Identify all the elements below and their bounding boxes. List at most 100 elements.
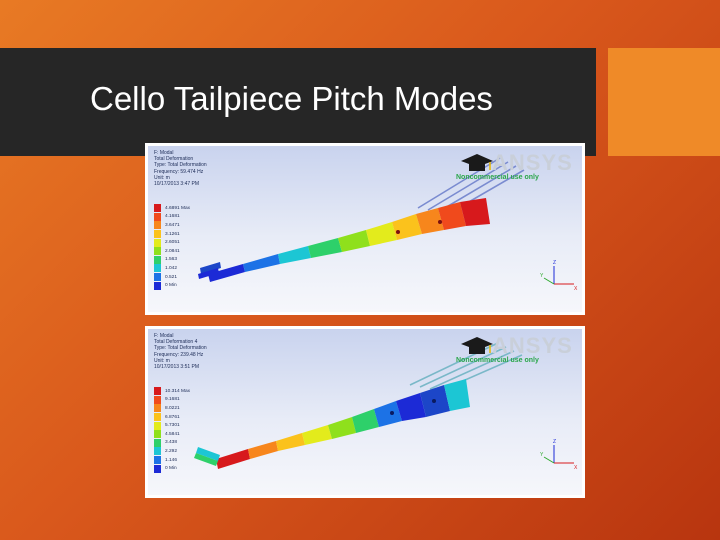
legend-swatch — [154, 395, 161, 404]
legend-label: 0.521 — [165, 274, 178, 280]
result-info-1: F: Modal Total Deformation Type: Total D… — [154, 150, 207, 187]
legend-swatch — [154, 204, 161, 213]
tailpiece-body-2 — [216, 379, 470, 469]
legend-label: 10.314 Max — [165, 388, 191, 394]
info-line: Type: Total Deformation — [154, 345, 207, 352]
legend-label: 3.438 — [165, 440, 178, 446]
info-line: Total Deformation 4 — [154, 339, 198, 346]
legend-label: 2.0841 — [165, 248, 180, 254]
legend-swatch — [154, 404, 161, 413]
color-legend-1: 4.6891 Max 4.1681 3.6471 3.1261 2.6051 2… — [154, 204, 190, 290]
info-line: Unit: m — [154, 174, 170, 181]
legend-label: 6.8761 — [165, 414, 180, 420]
info-line: Type: Total Deformation — [154, 162, 207, 169]
graduation-cap-icon — [461, 337, 493, 354]
ansys-logo-1: ANSYS Noncommercial use only — [456, 150, 576, 184]
legend-swatch — [154, 421, 161, 430]
legend-row: 3.438 — [154, 438, 190, 448]
legend-row: 6.8761 — [154, 413, 190, 422]
axis-triad-icon: Z X Y — [540, 260, 578, 292]
legend-swatch — [154, 413, 161, 422]
legend-label: 4.5841 — [165, 431, 180, 437]
legend-row: 4.6891 Max — [154, 204, 190, 213]
tailpiece-model-2 — [194, 342, 523, 469]
legend-swatch — [154, 456, 161, 465]
legend-swatch — [154, 281, 161, 290]
title-band — [0, 48, 596, 156]
legend-label: 2.292 — [165, 448, 178, 454]
legend-swatch — [154, 273, 161, 282]
axis-x-label: X — [574, 465, 578, 471]
info-line: Unit: m — [154, 357, 170, 364]
legend-row: 0 Min — [154, 281, 190, 290]
legend-row: 2.6051 — [154, 238, 190, 247]
legend-swatch — [154, 255, 161, 264]
ansys-result-panel-1: F: Modal Total Deformation Type: Total D… — [145, 143, 585, 315]
legend-swatch — [154, 221, 161, 230]
legend-row: 9.1681 — [154, 395, 190, 405]
legend-label: 5.7301 — [165, 423, 180, 429]
legend-label: 1.042 — [165, 265, 178, 271]
graduation-cap-icon — [461, 154, 493, 171]
legend-label: 8.0221 — [165, 405, 180, 411]
logo-text: ANSYS — [492, 333, 573, 358]
legend-row: 10.314 Max — [154, 387, 190, 396]
legend-label: 4.1681 — [165, 214, 180, 220]
legend-swatch — [154, 238, 161, 247]
axis-z-label: Z — [553, 260, 556, 266]
axis-y-label: Y — [540, 273, 544, 279]
license-notice: Noncommercial use only — [456, 174, 539, 181]
axis-x-label: X — [574, 286, 578, 292]
color-legend-2: 10.314 Max 9.1681 8.0221 6.8761 5.7301 4… — [154, 387, 190, 473]
legend-swatch — [154, 264, 161, 273]
axis-triad-icon: Z X Y — [540, 439, 578, 471]
tailpiece-model-1 — [198, 157, 525, 282]
logo-text: ANSYS — [492, 150, 573, 175]
legend-swatch — [154, 430, 161, 439]
legend-swatch — [154, 447, 161, 456]
legend-row: 3.6471 — [154, 221, 190, 230]
info-line: Total Deformation — [154, 156, 194, 163]
legend-swatch — [154, 212, 161, 221]
legend-row: 4.5841 — [154, 430, 190, 439]
legend-label: 2.6051 — [165, 240, 180, 246]
legend-label: 3.6471 — [165, 222, 180, 228]
legend-row: 4.1681 — [154, 212, 190, 222]
legend-row: 1.563 — [154, 255, 190, 265]
legend-label: 9.1681 — [165, 397, 180, 403]
legend-row: 0 Min — [154, 464, 190, 473]
result-info-2: F: Modal Total Deformation 4 Type: Total… — [154, 333, 207, 370]
ansys-result-panel-2: F: Modal Total Deformation 4 Type: Total… — [145, 326, 585, 498]
legend-row: 1.146 — [154, 456, 190, 465]
legend-label: 4.6891 Max — [165, 205, 191, 211]
legend-row: 8.0221 — [154, 404, 190, 413]
legend-label: 0 Min — [165, 466, 177, 472]
slide-title: Cello Tailpiece Pitch Modes — [90, 80, 493, 117]
viewport-1: F: Modal Total Deformation Type: Total D… — [148, 146, 582, 312]
accent-box — [608, 48, 720, 156]
legend-label: 0 Min — [165, 283, 177, 289]
info-line: 10/17/2013 3:47 PM — [154, 181, 200, 188]
legend-swatch — [154, 387, 161, 396]
tailpiece-body-1 — [208, 198, 490, 282]
viewport-2: F: Modal Total Deformation 4 Type: Total… — [148, 329, 582, 495]
info-line: F: Modal — [154, 333, 174, 339]
info-line: Frequency: 239.48 Hz — [154, 351, 204, 358]
legend-label: 1.563 — [165, 257, 178, 263]
legend-label: 1.146 — [165, 457, 178, 463]
end-button-1 — [198, 262, 221, 279]
legend-row: 0.521 — [154, 273, 190, 282]
legend-row: 2.0841 — [154, 247, 190, 256]
legend-swatch — [154, 230, 161, 239]
ansys-logo-2: ANSYS Noncommercial use only — [456, 333, 576, 367]
axis-y-label: Y — [540, 452, 544, 458]
legend-swatch — [154, 464, 161, 473]
end-button-2 — [194, 447, 220, 466]
legend-row: 5.7301 — [154, 421, 190, 430]
legend-swatch — [154, 438, 161, 447]
info-line: Frequency: 59.474 Hz — [154, 168, 204, 175]
license-notice: Noncommercial use only — [456, 357, 539, 364]
legend-swatch — [154, 247, 161, 256]
legend-label: 3.1261 — [165, 231, 180, 237]
axis-z-label: Z — [553, 439, 556, 445]
